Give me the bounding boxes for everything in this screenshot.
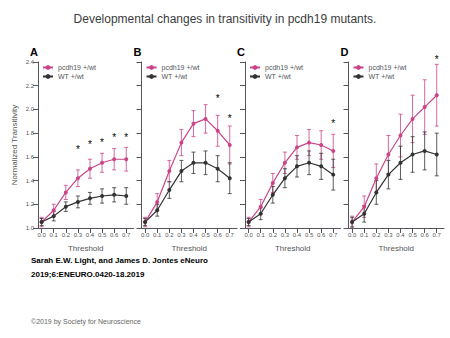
svg-text:WT +/wt: WT +/wt [369,73,395,80]
svg-text:0.1: 0.1 [153,232,162,238]
svg-text:1.6: 1.6 [26,154,35,160]
svg-text:*: * [331,118,335,129]
svg-text:0.3: 0.3 [384,232,393,238]
svg-text:*: * [216,93,220,104]
svg-text:A: A [30,46,38,58]
svg-text:0.0: 0.0 [37,232,46,238]
svg-text:1.8: 1.8 [26,130,35,136]
svg-text:WT +/wt: WT +/wt [162,73,188,80]
svg-text:0.6: 0.6 [317,232,326,238]
svg-text:0.5: 0.5 [408,232,417,238]
svg-text:0.6: 0.6 [110,232,119,238]
svg-text:0.7: 0.7 [433,232,442,238]
svg-text:0.5: 0.5 [305,232,314,238]
svg-text:pcdh19 +/wt: pcdh19 +/wt [58,64,96,72]
svg-text:0.3: 0.3 [74,232,83,238]
svg-text:0.0: 0.0 [141,232,150,238]
svg-text:Developmental changes in trans: Developmental changes in transitivity in… [74,12,377,26]
svg-text:0.7: 0.7 [226,232,235,238]
svg-text:*: * [76,144,80,155]
svg-text:0.2: 0.2 [372,232,381,238]
svg-text:0.6: 0.6 [213,232,222,238]
svg-text:pcdh19 +/wt: pcdh19 +/wt [162,64,200,72]
svg-text:1.4: 1.4 [26,178,35,184]
svg-text:0.4: 0.4 [293,232,302,238]
svg-text:*: * [435,54,439,65]
svg-text:WT +/wt: WT +/wt [265,73,291,80]
svg-text:pcdh19 +/wt: pcdh19 +/wt [369,64,407,72]
svg-text:0.2: 0.2 [269,232,278,238]
svg-text:Threshold: Threshold [171,244,207,253]
svg-text:0.2: 0.2 [62,232,71,238]
svg-text:0.7: 0.7 [122,232,131,238]
svg-text:2.2: 2.2 [26,83,35,89]
svg-text:0.2: 0.2 [165,232,174,238]
svg-text:WT +/wt: WT +/wt [58,73,84,80]
svg-text:Threshold: Threshold [378,244,414,253]
svg-text:0.3: 0.3 [177,232,186,238]
svg-text:Sarah E.W. Light, and James D.: Sarah E.W. Light, and James D. Jontes eN… [31,256,208,265]
svg-text:0.4: 0.4 [189,232,198,238]
svg-text:2019;6:ENEURO.0420-18.2019: 2019;6:ENEURO.0420-18.2019 [31,270,145,279]
svg-text:*: * [100,137,104,148]
svg-text:C: C [237,46,245,58]
svg-text:©2019 by Society for Neuroscie: ©2019 by Society for Neuroscience [31,318,141,326]
svg-text:Threshold: Threshold [275,244,311,253]
svg-text:0.1: 0.1 [360,232,369,238]
svg-text:0.1: 0.1 [257,232,266,238]
svg-text:0.5: 0.5 [201,232,210,238]
svg-text:*: * [88,139,92,150]
svg-text:*: * [228,113,232,124]
svg-text:0.4: 0.4 [396,232,405,238]
svg-text:*: * [112,132,116,143]
svg-text:2.0: 2.0 [26,106,35,112]
svg-text:Normalized Transitivity: Normalized Transitivity [10,105,19,185]
svg-text:0.5: 0.5 [98,232,107,238]
svg-text:0.3: 0.3 [281,232,290,238]
svg-text:*: * [124,132,128,143]
svg-text:0.0: 0.0 [244,232,253,238]
svg-text:0.6: 0.6 [420,232,429,238]
svg-text:pcdh19 +/wt: pcdh19 +/wt [265,64,303,72]
svg-text:B: B [134,46,142,58]
svg-text:0.0: 0.0 [348,232,357,238]
svg-text:D: D [341,46,349,58]
svg-text:1.0: 1.0 [26,225,35,231]
svg-text:0.1: 0.1 [50,232,59,238]
svg-text:2.4: 2.4 [26,59,35,65]
svg-text:1.2: 1.2 [26,201,35,207]
svg-text:0.4: 0.4 [86,232,95,238]
svg-text:0.7: 0.7 [329,232,338,238]
svg-text:Threshold: Threshold [68,244,104,253]
